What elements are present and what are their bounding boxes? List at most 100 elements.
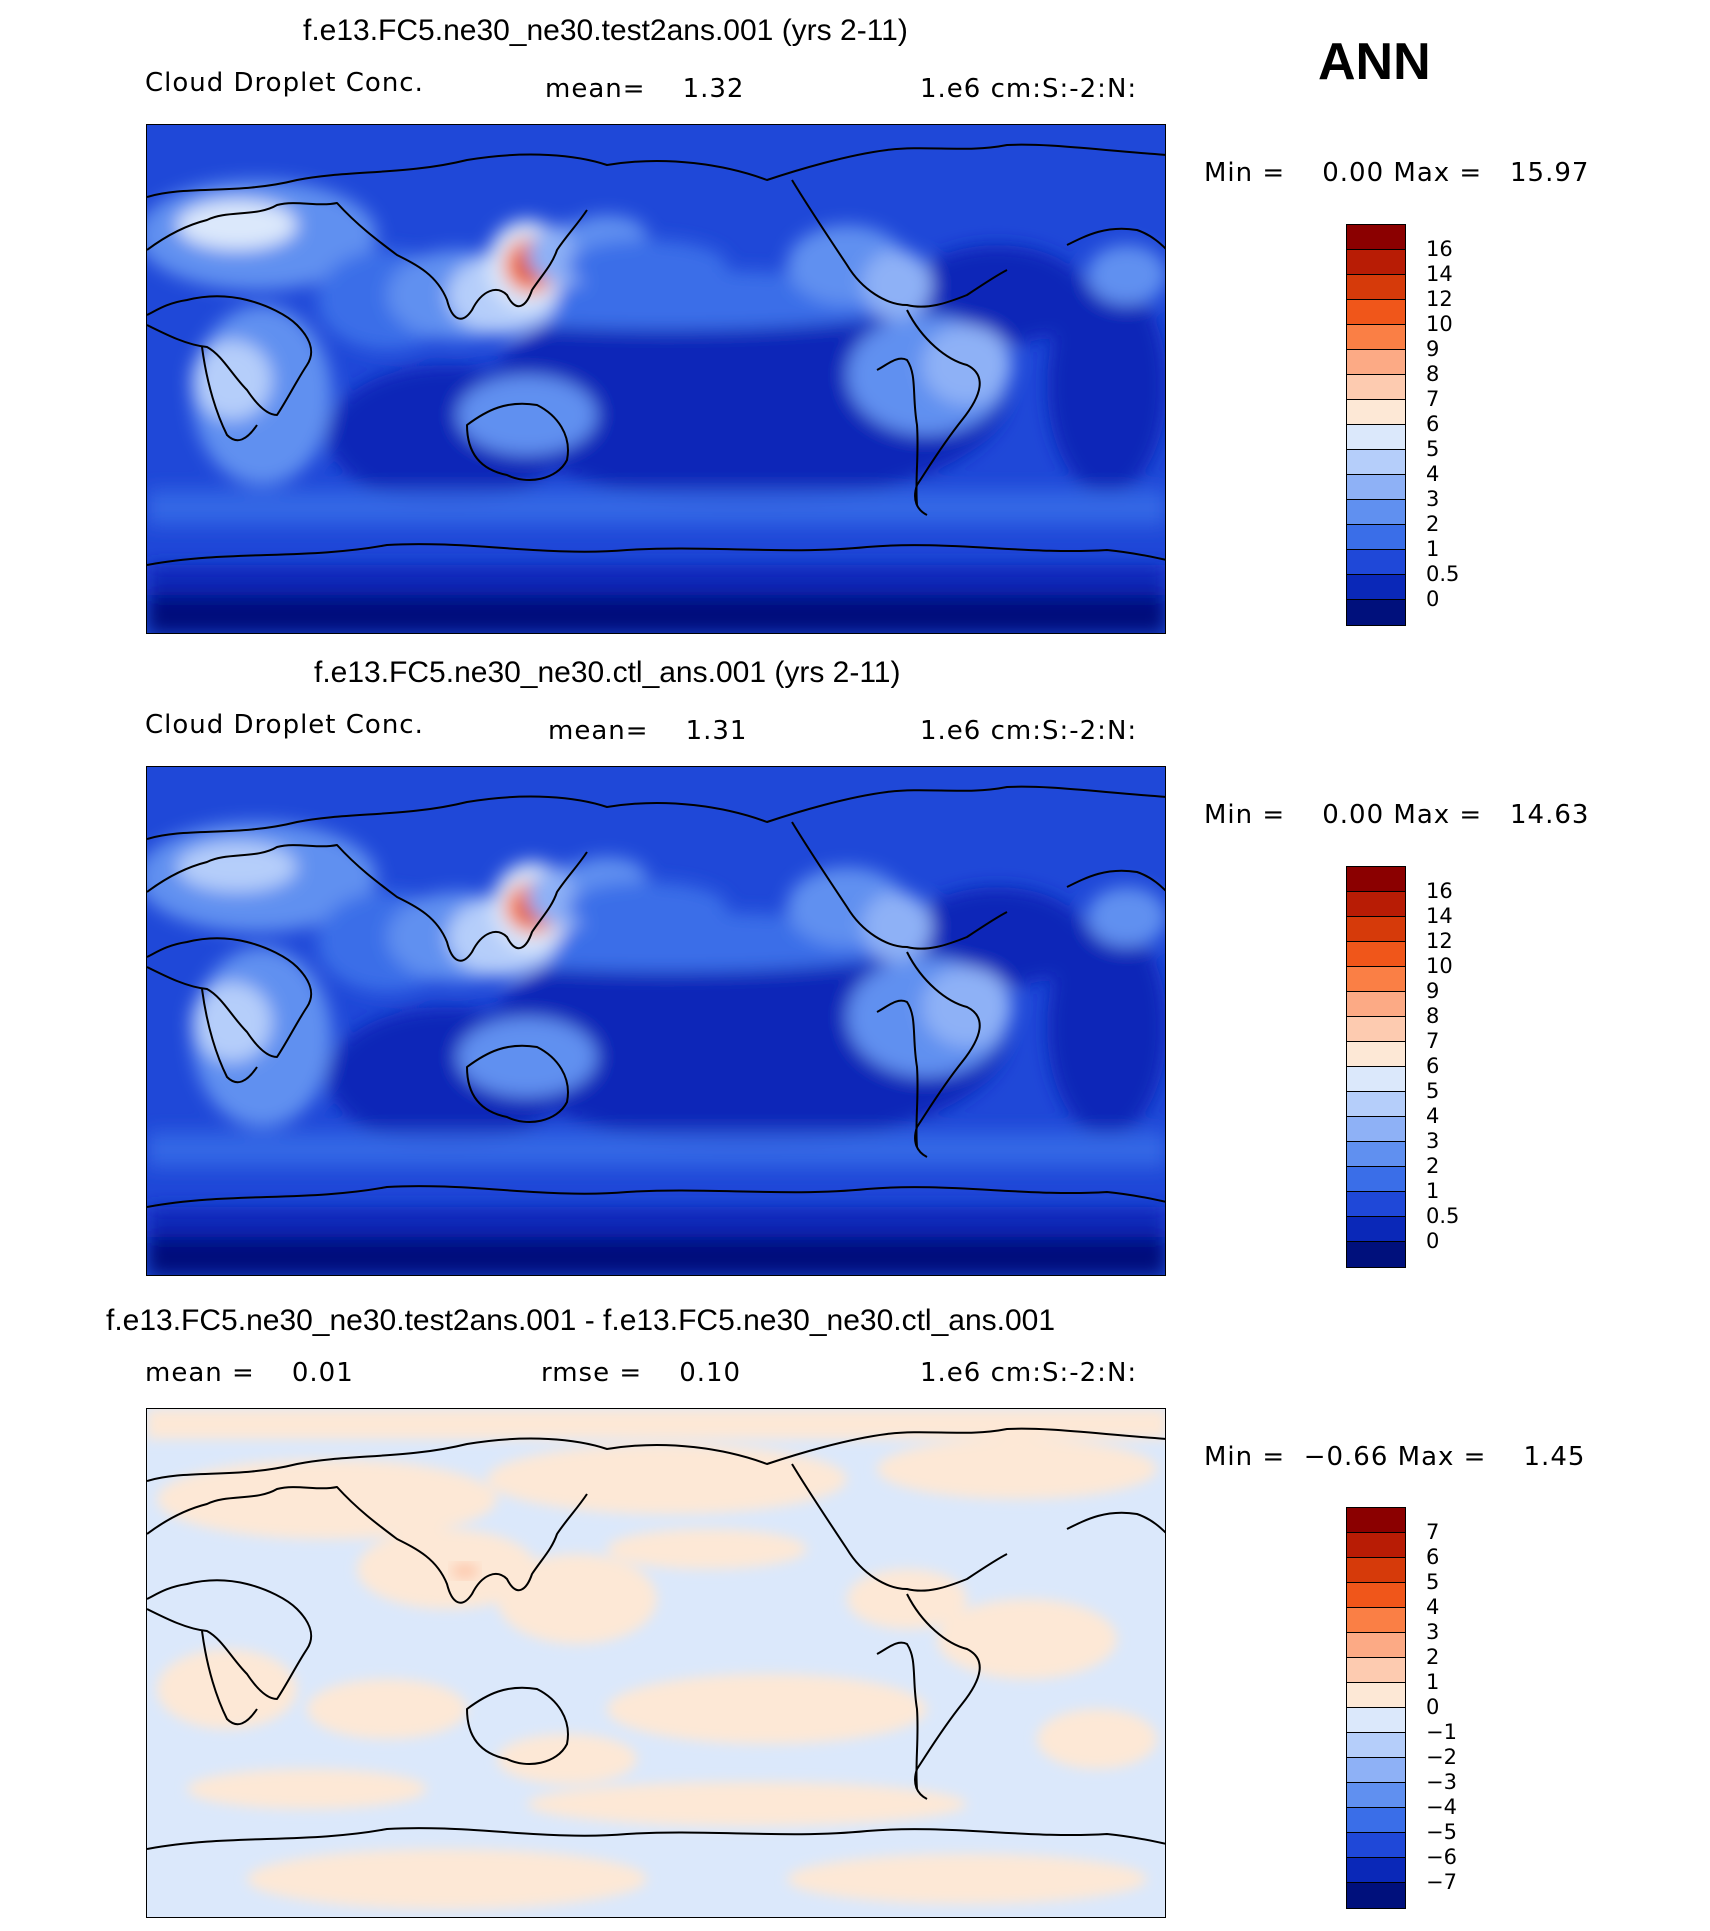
- panel1-map-svg: [147, 125, 1165, 633]
- panel3-colorbar-swatch: [1347, 1533, 1405, 1558]
- panel2-colorbar-swatch: [1347, 1242, 1405, 1267]
- panel2-map-svg: [147, 767, 1165, 1275]
- panel2-colorbar-label: 2: [1426, 1154, 1440, 1178]
- panel2-colorbar-label: 12: [1426, 929, 1453, 953]
- panel2-colorbar-label: 5: [1426, 1079, 1440, 1103]
- panel3-colorbar-label: −6: [1426, 1845, 1457, 1869]
- panel1-map: [146, 124, 1166, 634]
- panel3-map: [146, 1408, 1166, 1918]
- panel2-colorbar: [1346, 866, 1406, 1268]
- panel3-colorbar-swatch: [1347, 1883, 1405, 1908]
- season-label: ANN: [1318, 33, 1431, 91]
- panel3-colorbar-label: 1: [1426, 1670, 1440, 1694]
- panel1-units: 1.e6 cm:S:-2:N:: [920, 74, 1138, 104]
- panel1-colorbar-label: 4: [1426, 462, 1440, 486]
- panel1-colorbar-swatch: [1347, 525, 1405, 550]
- panel1-colorbar-label: 9: [1426, 337, 1440, 361]
- panel3-rmse: rmse = 0.10: [541, 1358, 742, 1388]
- panel2-colorbar-swatch: [1347, 1167, 1405, 1192]
- panel3-colorbar-label: 6: [1426, 1545, 1440, 1569]
- panel2-colorbar-swatch: [1347, 967, 1405, 992]
- panel2-colorbar-label: 7: [1426, 1029, 1440, 1053]
- panel1-title: f.e13.FC5.ne30_ne30.test2ans.001 (yrs 2-…: [303, 14, 908, 47]
- panel2-colorbar-label: 0: [1426, 1229, 1440, 1253]
- panel1-colorbar-label: 12: [1426, 287, 1453, 311]
- panel3-colorbar-label: −5: [1426, 1820, 1457, 1844]
- panel3-map-svg: [147, 1409, 1165, 1917]
- panel1-colorbar-label: 0.5: [1426, 562, 1460, 586]
- panel3-colorbar-swatch: [1347, 1683, 1405, 1708]
- panel1-colorbar-swatch: [1347, 425, 1405, 450]
- panel3-minmax: Min = −0.66 Max = 1.45: [1204, 1442, 1586, 1472]
- panel3-mean: mean = 0.01: [145, 1358, 354, 1388]
- panel3-colorbar-label: −1: [1426, 1720, 1457, 1744]
- panel3-colorbar: [1346, 1507, 1406, 1909]
- panel1-colorbar-label: 3: [1426, 487, 1440, 511]
- panel3-colorbar-swatch: [1347, 1558, 1405, 1583]
- panel2-colorbar-swatch: [1347, 1142, 1405, 1167]
- panel2-colorbar-swatch: [1347, 1067, 1405, 1092]
- panel1-mean: mean= 1.32: [545, 74, 745, 104]
- panel3-colorbar-swatch: [1347, 1758, 1405, 1783]
- panel1-colorbar-label: 5: [1426, 437, 1440, 461]
- panel1-minmax: Min = 0.00 Max = 15.97: [1204, 158, 1590, 188]
- panel2-units: 1.e6 cm:S:-2:N:: [920, 716, 1138, 746]
- panel3-colorbar-label: −3: [1426, 1770, 1457, 1794]
- panel2-colorbar-swatch: [1347, 942, 1405, 967]
- panel2-variable: Cloud Droplet Conc.: [145, 710, 424, 740]
- panel1-colorbar-swatch: [1347, 500, 1405, 525]
- panel1-colorbar-swatch: [1347, 325, 1405, 350]
- panel3-colorbar-label: 7: [1426, 1520, 1440, 1544]
- panel1-colorbar-swatch: [1347, 300, 1405, 325]
- panel2-colorbar-swatch: [1347, 917, 1405, 942]
- panel1-colorbar-swatch: [1347, 550, 1405, 575]
- panel3-units: 1.e6 cm:S:-2:N:: [920, 1358, 1138, 1388]
- panel2-colorbar-label: 1: [1426, 1179, 1440, 1203]
- panel2-colorbar-label: 16: [1426, 879, 1453, 903]
- panel1-colorbar-swatch: [1347, 575, 1405, 600]
- panel2-colorbar-swatch: [1347, 1042, 1405, 1067]
- panel2-title: f.e13.FC5.ne30_ne30.ctl_ans.001 (yrs 2-1…: [314, 656, 901, 689]
- panel2-colorbar-swatch: [1347, 1192, 1405, 1217]
- panel3-colorbar-swatch: [1347, 1783, 1405, 1808]
- panel3-colorbar-label: −4: [1426, 1795, 1457, 1819]
- panel2-colorbar-swatch: [1347, 867, 1405, 892]
- panel1-colorbar-label: 7: [1426, 387, 1440, 411]
- panel1-colorbar-label: 10: [1426, 312, 1453, 336]
- panel1-variable: Cloud Droplet Conc.: [145, 68, 424, 98]
- panel1-colorbar-label: 2: [1426, 512, 1440, 536]
- panel3-colorbar-label: 5: [1426, 1570, 1440, 1594]
- panel3-colorbar-swatch: [1347, 1508, 1405, 1533]
- panel2-colorbar-swatch: [1347, 992, 1405, 1017]
- panel1-colorbar-swatch: [1347, 250, 1405, 275]
- panel3-colorbar-swatch: [1347, 1608, 1405, 1633]
- panel1-colorbar-swatch: [1347, 225, 1405, 250]
- panel2-colorbar-label: 3: [1426, 1129, 1440, 1153]
- panel3-colorbar-label: 4: [1426, 1595, 1440, 1619]
- panel1-colorbar-swatch: [1347, 275, 1405, 300]
- panel3-colorbar-swatch: [1347, 1808, 1405, 1833]
- panel2-colorbar-label: 10: [1426, 954, 1453, 978]
- panel2-colorbar-label: 9: [1426, 979, 1440, 1003]
- panel3-colorbar-label: 3: [1426, 1620, 1440, 1644]
- panel1-colorbar-swatch: [1347, 350, 1405, 375]
- panel3-title: f.e13.FC5.ne30_ne30.test2ans.001 - f.e13…: [106, 1304, 1056, 1337]
- panel3-colorbar-label: 2: [1426, 1645, 1440, 1669]
- panel2-colorbar-swatch: [1347, 892, 1405, 917]
- panel1-colorbar-label: 14: [1426, 262, 1453, 286]
- panel3-colorbar-label: −2: [1426, 1745, 1457, 1769]
- panel3-colorbar-swatch: [1347, 1733, 1405, 1758]
- panel2-minmax: Min = 0.00 Max = 14.63: [1204, 800, 1590, 830]
- panel3-colorbar-swatch: [1347, 1858, 1405, 1883]
- panel2-colorbar-swatch: [1347, 1092, 1405, 1117]
- panel2-colorbar-label: 6: [1426, 1054, 1440, 1078]
- panel3-colorbar-label: 0: [1426, 1695, 1440, 1719]
- panel2-mean: mean= 1.31: [548, 716, 748, 746]
- panel1-colorbar-swatch: [1347, 475, 1405, 500]
- panel1-colorbar-label: 0: [1426, 587, 1440, 611]
- panel2-colorbar-label: 0.5: [1426, 1204, 1460, 1228]
- panel1-colorbar-swatch: [1347, 375, 1405, 400]
- panel3-colorbar-swatch: [1347, 1833, 1405, 1858]
- panel3-colorbar-label: −7: [1426, 1870, 1457, 1894]
- panel1-colorbar-label: 1: [1426, 537, 1440, 561]
